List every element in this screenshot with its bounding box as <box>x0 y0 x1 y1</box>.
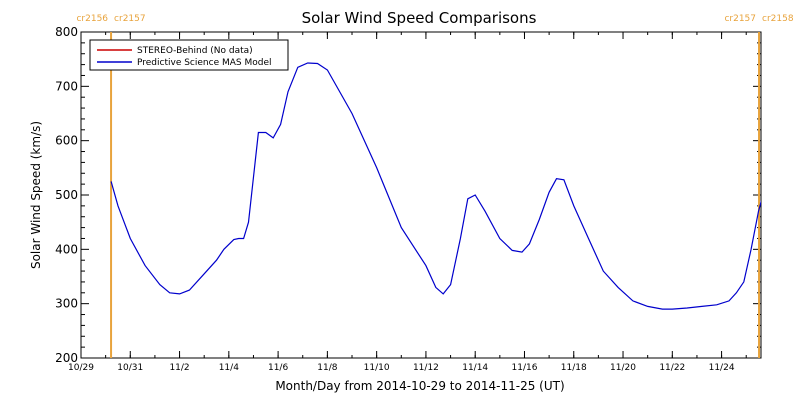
plot-frame <box>80 31 762 359</box>
x-tick-label: 10/29 <box>68 363 94 373</box>
y-axis: 200 300 400 500 600 700 800 <box>55 25 761 365</box>
carrington-label-right: cr2157 <box>114 14 146 24</box>
carrington-label-right: cr2158 <box>762 14 794 24</box>
y-tick-label: 800 <box>55 25 78 39</box>
legend: STEREO-Behind (No data) Predictive Scien… <box>89 39 289 71</box>
x-tick-label: 11/4 <box>219 363 239 373</box>
x-tick-label: 11/16 <box>512 363 538 373</box>
y-tick-label: 300 <box>55 297 78 311</box>
x-tick-label: 11/14 <box>462 363 488 373</box>
carrington-labels: cr2156 cr2157 cr2157 cr2158 <box>76 14 793 24</box>
x-tick-label: 11/8 <box>317 363 337 373</box>
y-tick-label: 200 <box>55 351 78 365</box>
x-tick-label: 11/18 <box>561 363 587 373</box>
legend-label-stereo: STEREO-Behind (No data) <box>137 46 253 56</box>
x-tick-label: 11/2 <box>169 363 189 373</box>
carrington-markers <box>110 32 761 358</box>
y-tick-label: 500 <box>55 188 78 202</box>
y-axis-label: Solar Wind Speed (km/s) <box>29 121 43 269</box>
x-tick-label: 11/10 <box>364 363 390 373</box>
x-tick-label: 11/12 <box>413 363 439 373</box>
x-tick-label: 11/6 <box>268 363 288 373</box>
x-axis: 10/29 10/31 11/2 11/4 11/6 11/8 11/10 11/12 11/1… <box>68 32 747 373</box>
x-tick-label: 10/31 <box>117 363 143 373</box>
legend-box <box>89 39 289 71</box>
series-line-1 <box>110 62 761 310</box>
x-axis-label: Month/Day from 2014-10-29 to 2014-11-25 … <box>275 379 564 393</box>
y-tick-label: 700 <box>55 79 78 93</box>
x-tick-label: 11/20 <box>610 363 636 373</box>
x-tick-label: 11/22 <box>659 363 685 373</box>
x-tick-label: 11/24 <box>709 363 735 373</box>
carrington-label-left: cr2156 <box>76 14 108 24</box>
y-tick-label: 600 <box>55 134 78 148</box>
chart-title: Solar Wind Speed Comparisons <box>302 9 537 27</box>
y-tick-label: 400 <box>55 242 78 256</box>
legend-label-mas: Predictive Science MAS Model <box>137 58 272 68</box>
series-lines <box>110 62 761 310</box>
carrington-label-left: cr2157 <box>724 14 756 24</box>
